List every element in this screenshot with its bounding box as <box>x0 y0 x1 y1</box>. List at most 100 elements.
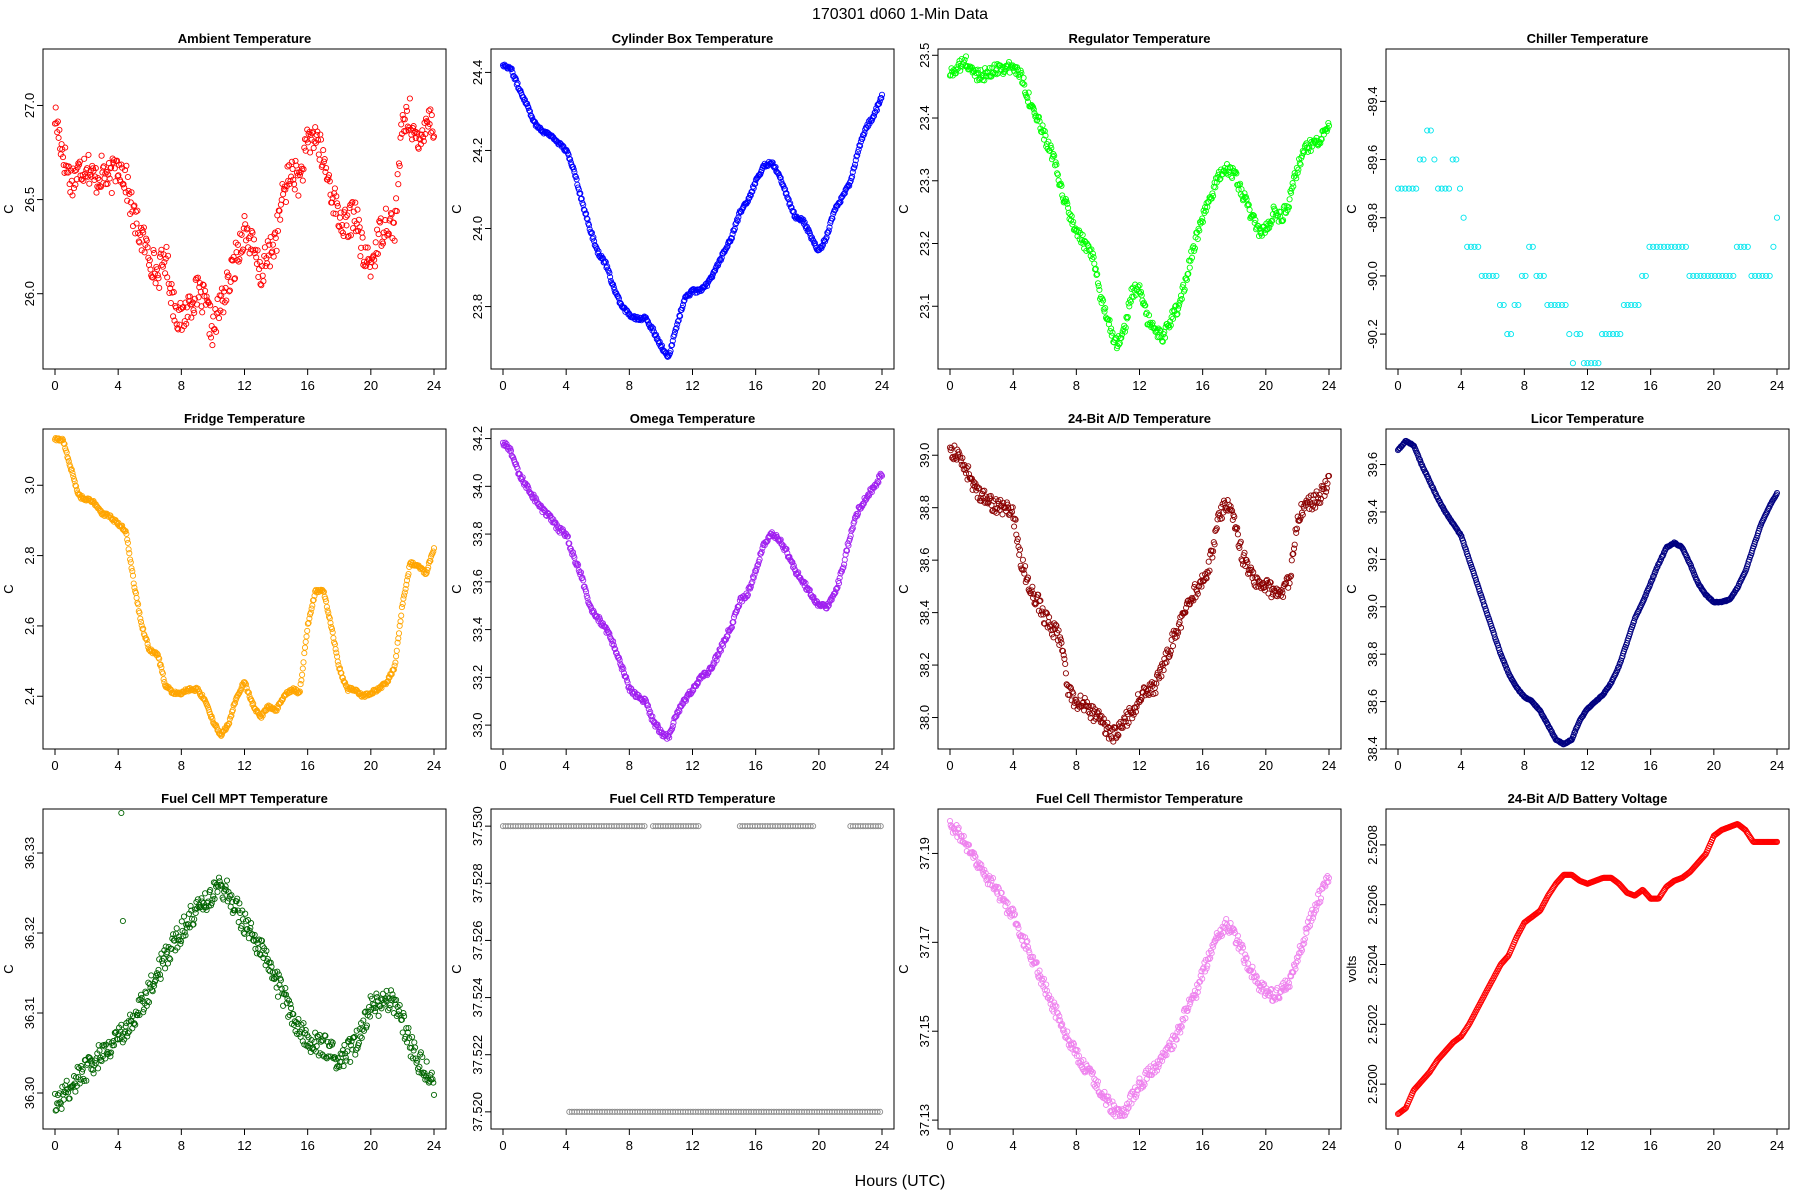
plot-frame <box>490 808 895 1130</box>
data-point <box>232 239 239 246</box>
data-point <box>398 612 405 619</box>
data-point <box>164 252 172 259</box>
x-tick-label: 4 <box>115 1138 122 1153</box>
data-point <box>1475 243 1482 250</box>
x-tick-label: 20 <box>364 758 378 773</box>
data-point <box>508 65 515 72</box>
data-point <box>581 207 588 214</box>
data-point <box>1420 156 1427 163</box>
data-point <box>1770 243 1777 250</box>
y-tick-label: 38.8 <box>1365 642 1380 667</box>
data-point <box>145 979 152 986</box>
data-point <box>217 307 224 314</box>
x-tick-label: 20 <box>1707 378 1721 393</box>
data-point <box>75 160 82 167</box>
y-axis-label: C <box>449 964 464 973</box>
y-tick-label: 33.4 <box>470 617 485 642</box>
data-point <box>674 321 681 328</box>
data-points <box>499 61 886 360</box>
data-point <box>570 166 577 173</box>
x-tick-label: 16 <box>748 758 762 773</box>
data-point <box>362 244 369 251</box>
data-point <box>1183 276 1190 283</box>
data-point <box>136 239 143 246</box>
data-point <box>1186 264 1193 271</box>
data-point <box>69 192 76 199</box>
data-point <box>1110 738 1117 745</box>
y-tick-label: 36.31 <box>22 997 37 1030</box>
data-point <box>355 216 362 223</box>
data-point <box>825 227 832 234</box>
data-point <box>298 677 305 684</box>
data-point <box>122 189 129 196</box>
data-point <box>338 228 345 235</box>
data-point <box>756 172 763 179</box>
data-point <box>1234 531 1241 538</box>
data-point <box>138 622 145 629</box>
data-point <box>393 647 400 654</box>
data-point <box>395 160 403 167</box>
x-tick-label: 4 <box>1458 378 1465 393</box>
data-point <box>514 465 521 472</box>
data-point <box>1577 331 1584 338</box>
x-tick-label: 12 <box>237 758 251 773</box>
data-point <box>108 189 115 197</box>
data-point <box>205 299 212 306</box>
data-point <box>244 225 251 232</box>
data-point <box>374 250 381 257</box>
data-point <box>233 249 240 256</box>
data-point <box>430 134 437 141</box>
data-point <box>403 107 411 114</box>
data-point <box>671 331 678 338</box>
data-point <box>292 157 299 164</box>
y-tick-label: 23.1 <box>917 294 932 319</box>
data-point <box>1617 331 1624 338</box>
y-tick-label: 34.2 <box>470 426 485 451</box>
data-point <box>94 1065 102 1072</box>
data-point <box>164 274 171 281</box>
x-tick-label: 24 <box>1770 758 1784 773</box>
data-point <box>111 165 118 172</box>
y-tick-label: 23.4 <box>917 105 932 130</box>
data-point <box>425 107 432 114</box>
data-point <box>286 180 293 188</box>
x-tick-label: 12 <box>685 378 699 393</box>
data-point <box>162 965 169 972</box>
y-tick-label: 23.8 <box>470 294 485 319</box>
data-point <box>1500 301 1507 309</box>
x-tick-label: 16 <box>300 1138 314 1153</box>
data-point <box>428 112 435 119</box>
data-point <box>819 243 826 250</box>
data-point <box>577 190 584 197</box>
data-point <box>72 1088 79 1095</box>
data-point <box>157 250 164 257</box>
data-point <box>210 313 217 320</box>
x-tick-label: 8 <box>178 758 185 773</box>
data-point <box>1062 670 1069 677</box>
data-point <box>422 131 429 138</box>
data-points <box>946 817 1333 1120</box>
x-tick-label: 4 <box>563 378 570 393</box>
data-point <box>422 115 430 122</box>
data-point <box>92 173 99 180</box>
data-point <box>1431 156 1438 163</box>
data-point <box>108 164 115 171</box>
data-point <box>165 280 172 287</box>
data-point <box>135 238 142 245</box>
data-point <box>1445 185 1453 192</box>
data-point <box>674 318 681 325</box>
data-point <box>209 342 216 349</box>
data-point <box>357 1033 364 1040</box>
data-point <box>731 225 738 232</box>
data-point <box>399 600 406 607</box>
data-point <box>144 244 151 251</box>
data-point <box>173 925 180 932</box>
data-point <box>677 313 684 320</box>
y-tick-label: 23.5 <box>917 43 932 68</box>
data-point <box>1016 551 1023 558</box>
y-axis-label: C <box>1 204 16 213</box>
data-point <box>154 272 161 279</box>
data-point <box>1460 214 1467 221</box>
